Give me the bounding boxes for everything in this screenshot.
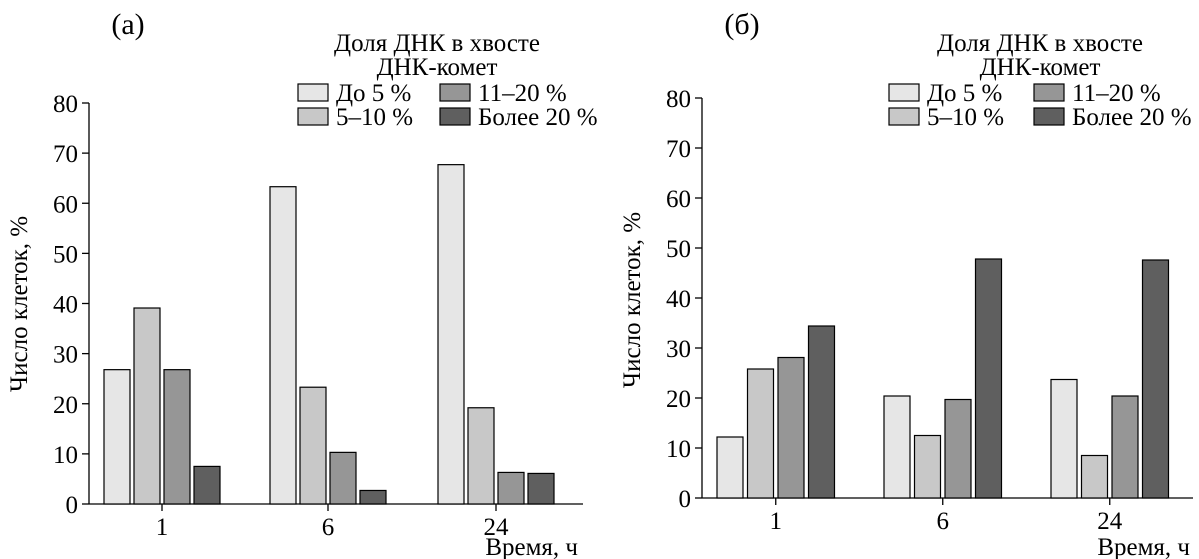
y-tick-label: 60	[53, 191, 78, 218]
bar-a-6-s2	[299, 386, 327, 505]
bar-a-1-s4	[193, 465, 221, 505]
panel-label-b: (б)	[724, 8, 759, 41]
y-tick-label: 30	[666, 336, 691, 363]
legend-title-line2-a: ДНК-комет	[377, 54, 498, 81]
legend-title-line1-b: Доля ДНК в хвосте	[937, 30, 1143, 57]
legend-swatch	[888, 107, 920, 126]
bar-a-1-s2	[133, 307, 161, 505]
x-tick-label: 6	[322, 514, 335, 541]
legend-swatch	[888, 83, 920, 102]
bar-b-1-s2	[746, 368, 775, 499]
bar-a-6-s4	[359, 489, 387, 505]
y-tick-label: 10	[666, 436, 691, 463]
x-tick-label: 6	[937, 508, 950, 535]
bar-b-1-s4	[807, 325, 836, 499]
legend-entry: Более 20 %	[478, 104, 598, 131]
bar-a-1-s3	[163, 369, 191, 505]
x-tick-label: 1	[770, 508, 783, 535]
y-tick-label: 20	[666, 386, 691, 413]
y-axis-label-a: Число клеток, %	[6, 216, 33, 392]
y-tick-label: 60	[666, 186, 691, 213]
legend-entry: 5–10 %	[927, 104, 1004, 131]
y-tick-label: 50	[53, 241, 78, 268]
legend-entry: До 5 %	[927, 80, 1002, 107]
y-tick-label: 70	[666, 136, 691, 163]
bar-a-24-s1	[437, 164, 465, 505]
legend-title-line2-b: ДНК-комет	[980, 54, 1101, 81]
y-axis-label-b: Число клеток, %	[619, 212, 646, 388]
y-tick-label: 0	[679, 486, 692, 513]
legend-entry: Более 20 %	[1072, 104, 1192, 131]
bar-b-24-s3	[1111, 395, 1139, 499]
bar-a-24-s3	[497, 471, 525, 505]
bar-a-24-s4	[527, 472, 555, 505]
y-tick-label: 30	[53, 342, 78, 369]
y-tick-label: 80	[666, 86, 691, 113]
legend-swatch	[297, 107, 329, 126]
x-tick-label: 24	[484, 514, 510, 541]
bar-b-1-s1	[716, 436, 744, 499]
x-axis-label-a: Время, ч	[485, 534, 578, 559]
y-tick-label: 70	[53, 141, 78, 168]
x-tick-label: 1	[156, 514, 169, 541]
y-tick-label: 0	[66, 492, 79, 519]
bar-a-1-s1	[103, 369, 131, 505]
legend-entry: До 5 %	[336, 80, 411, 107]
y-tick-label: 80	[53, 91, 78, 118]
legend-entry: 11–20 %	[1072, 80, 1161, 107]
y-tick-label: 10	[53, 442, 78, 469]
bar-b-1-s3	[777, 356, 805, 499]
legend-swatch	[1033, 83, 1065, 102]
legend-entry: 5–10 %	[336, 104, 413, 131]
legend-swatch	[297, 83, 329, 102]
legend-swatch	[1033, 107, 1065, 126]
legend-swatch	[439, 107, 471, 126]
legend-swatch	[439, 83, 471, 102]
bar-b-24-s2	[1080, 454, 1109, 499]
bar-b-6-s1	[883, 395, 911, 499]
legend-entry: 11–20 %	[478, 80, 567, 107]
legend-title-line1-a: Доля ДНК в хвосте	[334, 30, 540, 57]
bar-a-6-s1	[269, 186, 297, 505]
y-tick-label: 50	[666, 236, 691, 263]
x-tick-label: 24	[1097, 508, 1123, 535]
bar-a-24-s2	[467, 407, 495, 505]
bar-b-6-s2	[913, 434, 942, 499]
chart-panel-a: (а) Доля ДНК в хвосте ДНК-комет Число кл…	[6, 8, 598, 559]
bar-b-24-s4	[1141, 259, 1170, 499]
chart-panel-b: (б) Доля ДНК в хвосте ДНК-комет Число кл…	[619, 8, 1193, 559]
bar-a-6-s3	[329, 451, 357, 505]
bar-b-24-s1	[1050, 378, 1078, 499]
bar-b-6-s4	[974, 258, 1003, 499]
bar-b-6-s3	[944, 398, 972, 499]
y-tick-label: 40	[53, 292, 78, 319]
panel-label-a: (а)	[111, 8, 144, 41]
x-axis-label-b: Время, ч	[1097, 534, 1190, 559]
y-tick-label: 20	[53, 392, 78, 419]
y-tick-label: 40	[666, 286, 691, 313]
